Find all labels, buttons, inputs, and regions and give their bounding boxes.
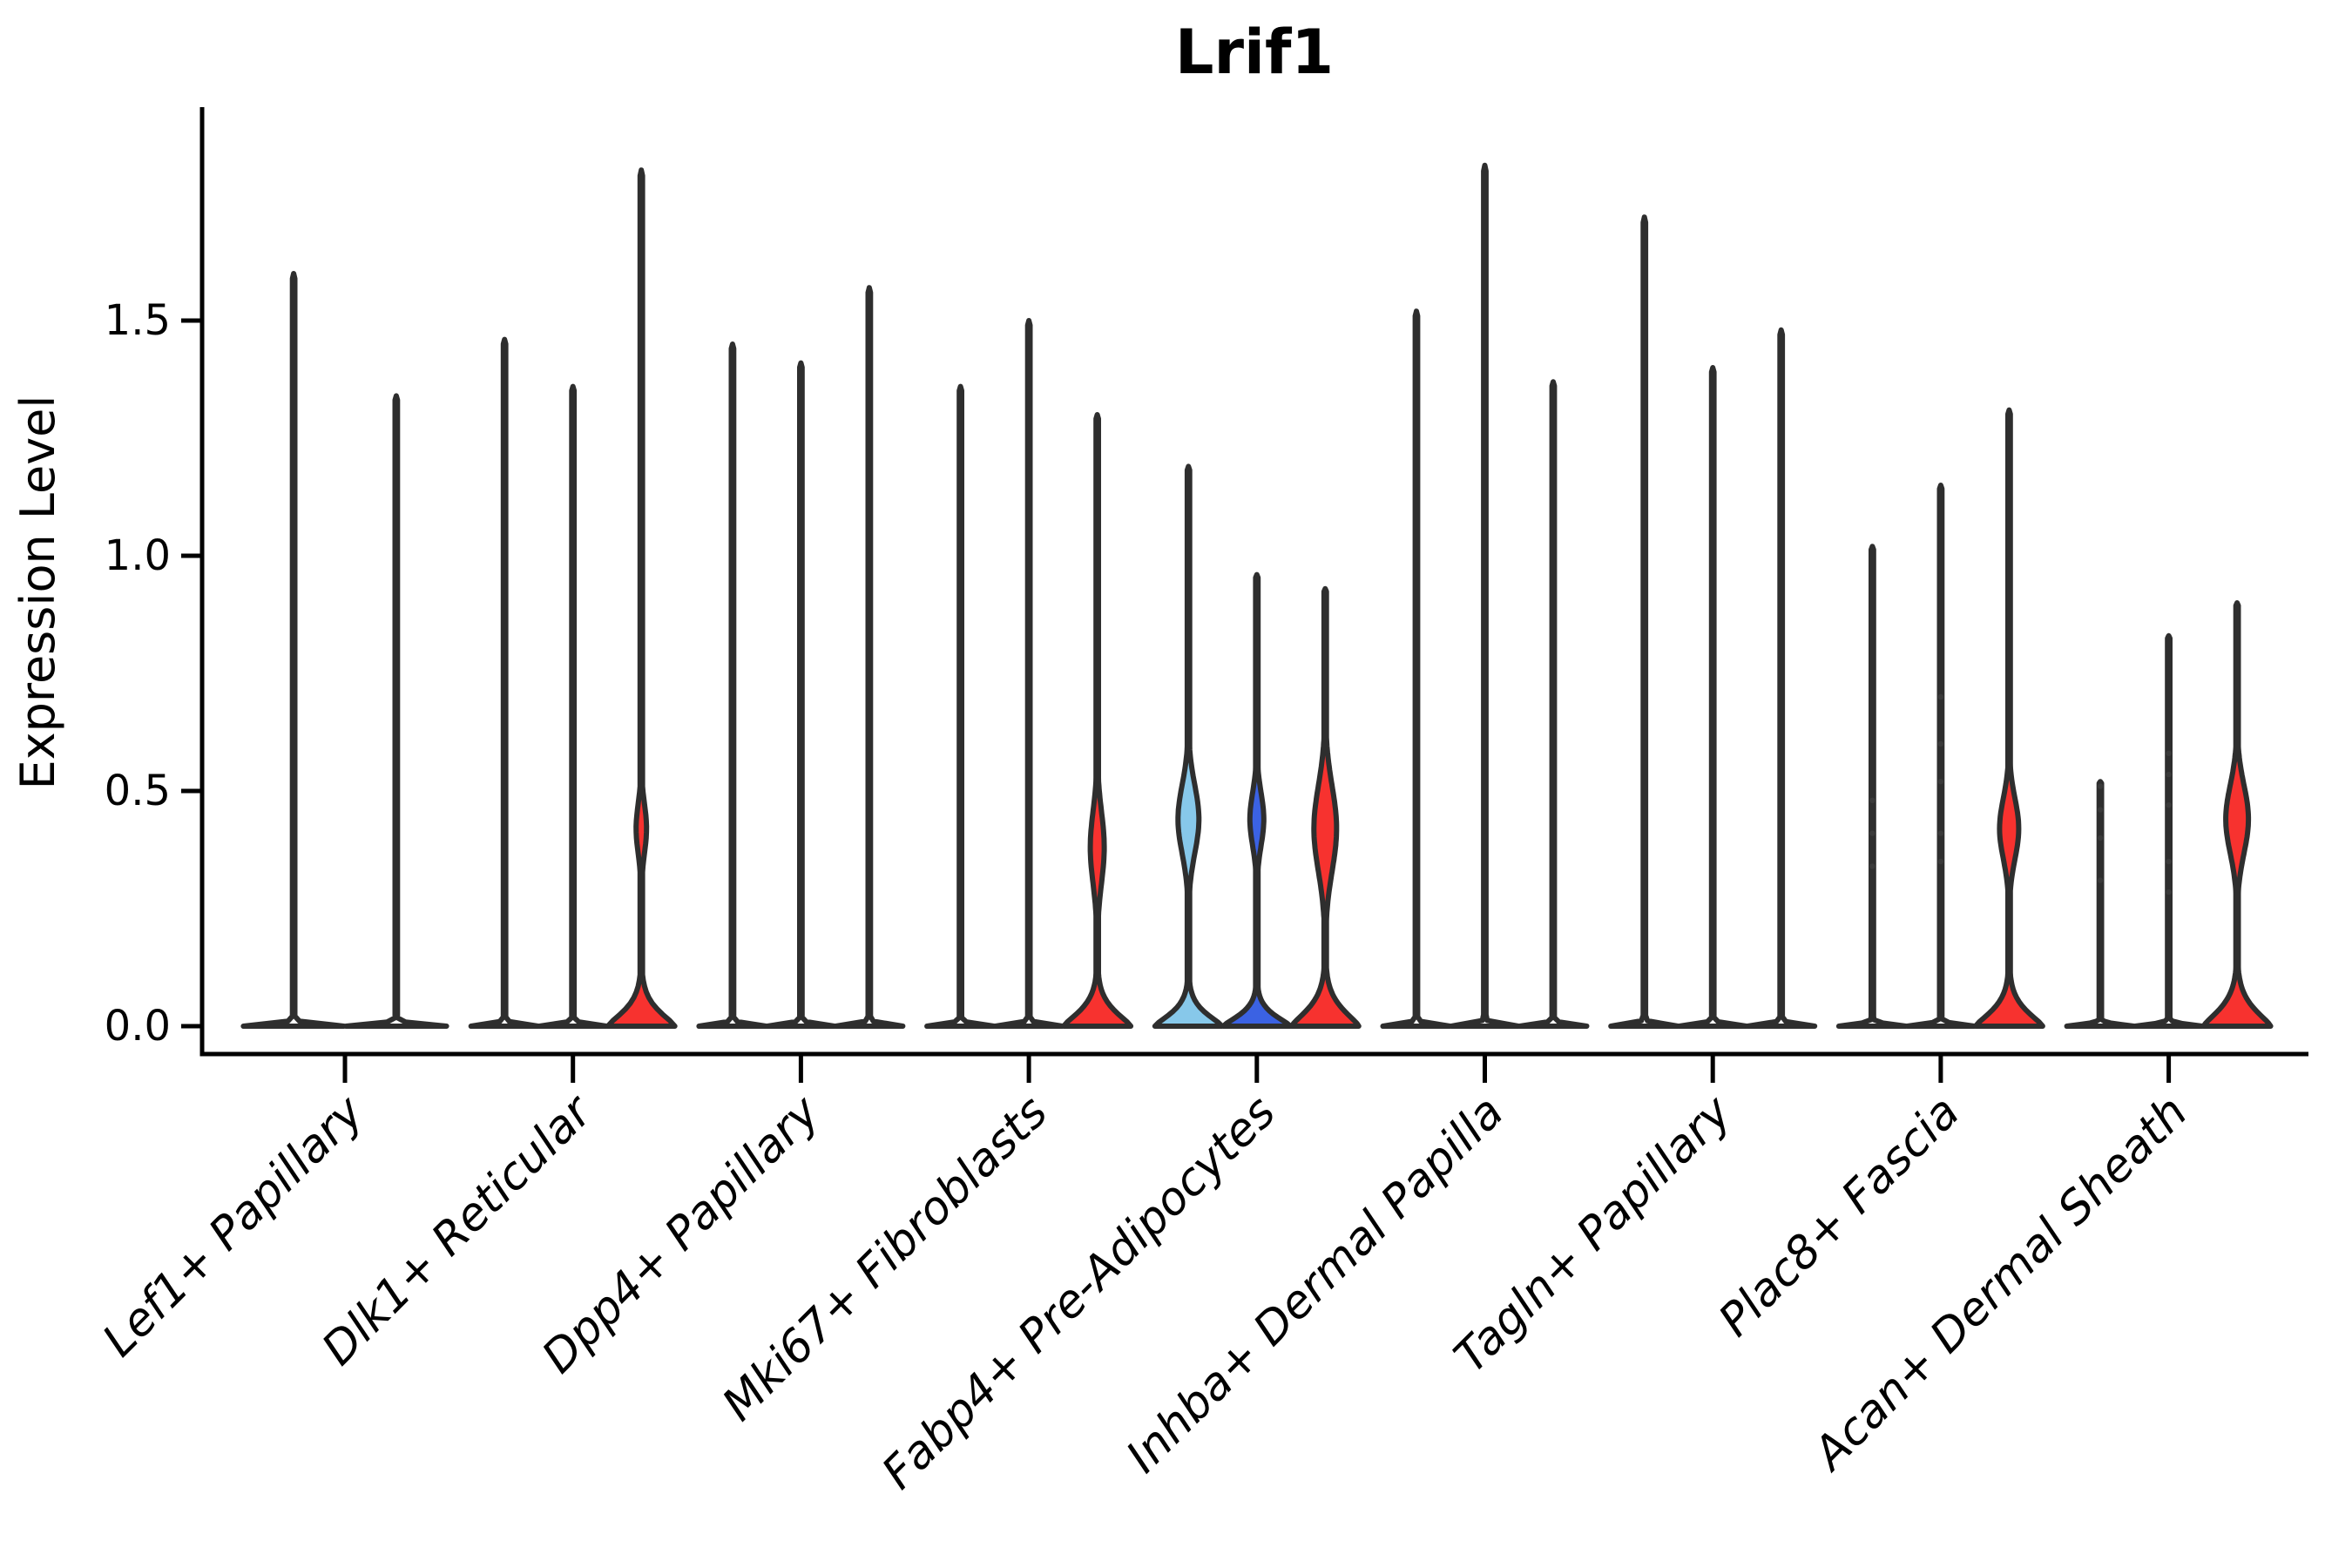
violin-group-dpp4-papillary [696,285,906,1029]
data-point [1869,830,1876,836]
data-point [2097,807,2104,813]
y-axis-label: Expression Level [10,395,65,790]
violin [1517,379,1590,1029]
violin-group-fabp4-pre-adipocytes [1152,463,1362,1029]
violin [992,318,1065,1029]
violin [696,341,769,1029]
data-point [2097,783,2104,789]
axes [181,107,2308,1083]
violin [1288,585,1362,1029]
violin-group-lef1-papillary [240,271,449,1029]
violin-group-acan-dermal-sheath [2064,600,2274,1029]
violin [1152,463,1225,1029]
violin [2132,632,2206,1029]
x-tick-label-plac8-fascia: Plac8+ Fascia [1709,1086,1970,1347]
y-tick-label: 0.5 [105,767,171,815]
data-point [2097,877,2104,883]
violin [1972,407,2045,1029]
violin [1835,544,1909,1029]
data-point [2166,750,2172,756]
violin [343,393,449,1029]
violin [1380,308,1453,1029]
violin [1449,162,1521,1029]
violin-group-inhba-dermal-papilla [1380,162,1590,1029]
data-point [1869,797,1876,803]
data-point [2166,889,2172,896]
violin [605,167,678,1029]
violin [764,360,837,1029]
data-point [2097,835,2104,841]
data-point [2166,771,2172,778]
violin [1676,365,1749,1029]
data-point [1937,830,1944,836]
violin [1608,214,1681,1029]
violin [537,383,610,1029]
violin [2200,600,2274,1029]
data-point [1869,863,1876,869]
x-tick-label-fabp4-pre-adipocytes: Fabp4+ Pre-Adipocytes [872,1086,1286,1500]
violin [1904,483,1977,1029]
data-point [1937,740,1944,747]
x-tick-label-inhba-dermal-papilla: Inhba+ Dermal Papilla [1117,1086,1514,1484]
violin [1220,571,1294,1029]
violin [924,383,997,1029]
data-point [1937,779,1944,785]
violin [468,336,541,1029]
violin [240,271,347,1029]
y-tick-label: 0.0 [105,1002,171,1051]
violin-group-dlk1-reticular [468,167,678,1029]
violin-group-plac8-fascia [1835,407,2045,1029]
violin [1061,412,1134,1029]
y-tick-label: 1.5 [105,296,171,345]
data-point [2166,858,2172,865]
data-point [2166,802,2172,808]
x-tick-label-acan-dermal-sheath: Acan+ Dermal Sheath [1802,1086,2198,1482]
violin-group-tagln-papillary [1608,214,1818,1029]
plot-title: Lrif1 [1175,17,1334,88]
data-point [1937,858,1944,865]
violin [1745,327,1818,1029]
violin [833,285,906,1029]
data-point [1937,693,1944,700]
violin [2064,779,2137,1029]
violin-group-mki67-fibroblasts [924,318,1134,1029]
y-tick-label: 1.0 [105,531,171,580]
violins [240,162,2274,1029]
